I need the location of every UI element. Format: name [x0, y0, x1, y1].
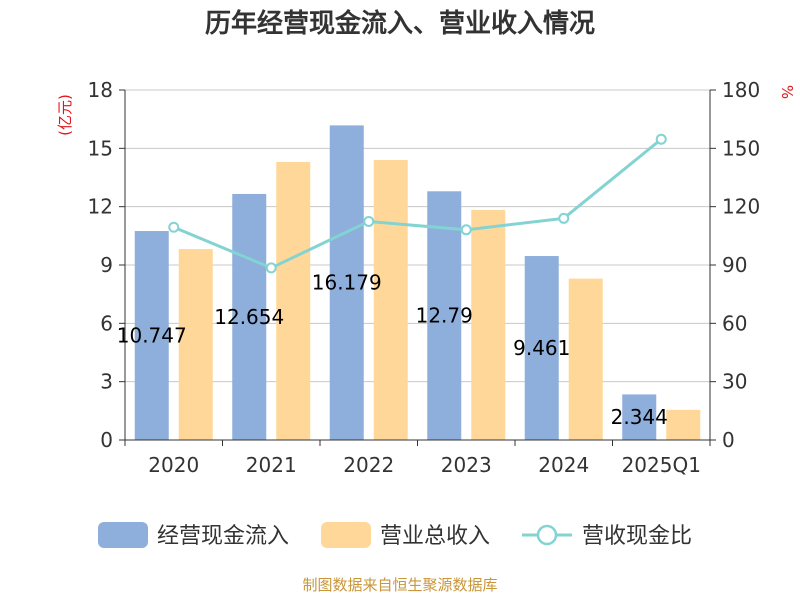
ratio-point: [460, 224, 472, 236]
y-right-tick-label: 90: [722, 253, 747, 277]
y-left-tick-label: 18: [88, 78, 113, 102]
bar-revenue: [666, 409, 701, 440]
x-tick-label: 2024: [538, 453, 589, 477]
legend-marker-ratio: [536, 524, 558, 546]
bar-data-label: 2.344: [611, 405, 668, 429]
legend-swatch-cash-inflow: [98, 522, 148, 548]
y-right-tick-label: 150: [722, 136, 760, 160]
y-right-unit: %: [778, 85, 796, 99]
y-left-tick-label: 6: [100, 311, 113, 335]
legend-label-cash-inflow: 经营现金流入: [157, 524, 289, 549]
y-left-unit: (亿元): [56, 94, 74, 136]
y-right-tick-label: 0: [722, 428, 735, 452]
bar-revenue: [373, 160, 408, 440]
y-right-tick-label: 30: [722, 370, 747, 394]
y-left-tick-label: 12: [88, 195, 113, 219]
bar-cash-inflow: [427, 191, 462, 440]
y-left-tick-label: 0: [100, 428, 113, 452]
ratio-point: [168, 221, 180, 233]
x-tick-label: 2025Q1: [622, 453, 701, 477]
bar-cash-inflow: [134, 231, 169, 440]
y-left-tick-label: 15: [88, 136, 113, 160]
x-tick-label: 2022: [343, 453, 394, 477]
ratio-point: [363, 215, 375, 227]
bar-cash-inflow: [329, 125, 364, 441]
x-tick-label: 2020: [148, 453, 199, 477]
bar-data-label: 12.654: [214, 305, 284, 329]
bar-cash-inflow: [524, 256, 559, 440]
line-layer: [168, 133, 667, 274]
bar-revenue: [276, 161, 311, 440]
legend-label-ratio: 营收现金比: [582, 524, 692, 549]
bar-revenue: [178, 249, 213, 440]
bar-revenue: [568, 278, 603, 440]
bar-cash-inflow: [622, 394, 657, 440]
x-tick-label: 2021: [246, 453, 297, 477]
y-right-tick-label: 180: [722, 78, 760, 102]
legend-swatch-revenue: [321, 522, 371, 548]
x-tick-label: 2023: [441, 453, 492, 477]
bar-revenue: [471, 209, 506, 440]
ratio-line: [173, 138, 663, 270]
bar-data-label: 16.179: [312, 271, 382, 295]
chart-title: 历年经营现金流入、营业收入情况: [205, 8, 595, 39]
legend-label-revenue: 营业总收入: [380, 524, 490, 549]
legend: 经营现金流入 营业总收入 营收现金比: [98, 522, 692, 549]
bar-data-label: 12.79: [416, 304, 473, 328]
y-right-tick-label: 60: [722, 311, 747, 335]
ratio-point: [265, 262, 277, 274]
y-left-tick-label: 9: [100, 253, 113, 277]
grid-lines: [125, 89, 710, 383]
y-left-tick-label: 3: [100, 370, 113, 394]
y-right-tick-label: 120: [722, 195, 760, 219]
source-note: 制图数据来自恒生聚源数据库: [302, 576, 497, 594]
ratio-point: [655, 133, 667, 145]
bar-cash-inflow: [232, 193, 267, 440]
bar-layer: [134, 125, 701, 441]
bar-data-label: 10.747: [117, 324, 187, 348]
ratio-point: [558, 212, 570, 224]
bar-data-label: 9.461: [513, 336, 570, 360]
bar-label-layer: 10.747 12.654 16.179 12.79 9.461 2.344: [117, 271, 668, 430]
